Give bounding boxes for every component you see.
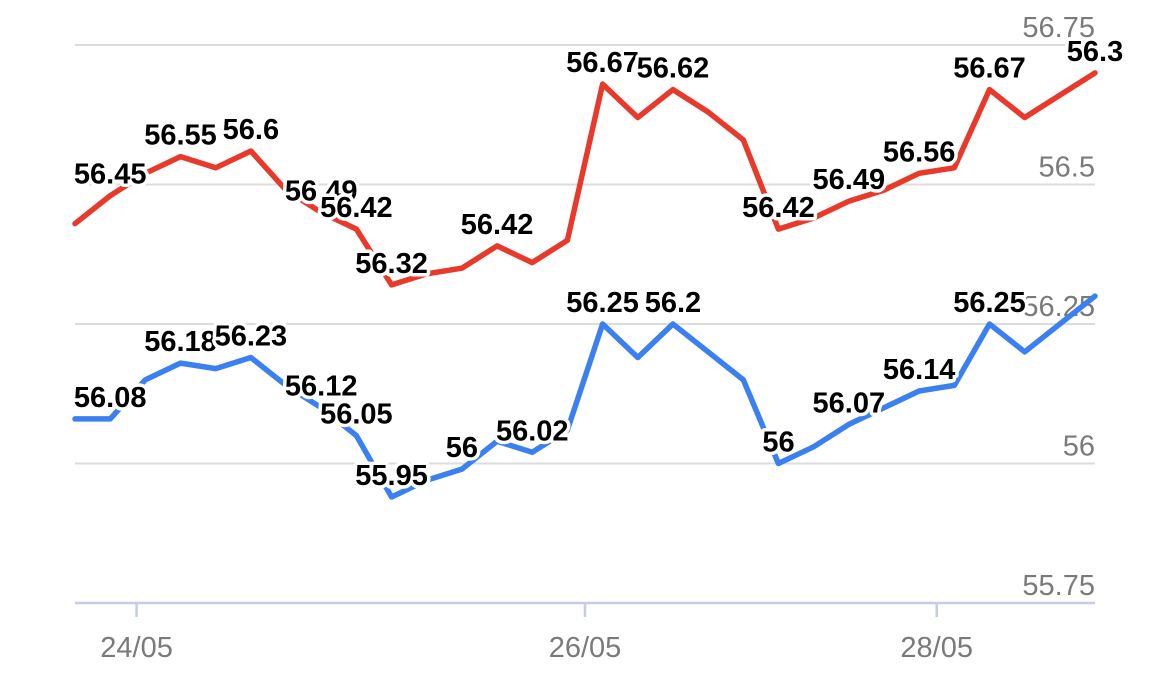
data-label: 56.14 — [883, 354, 956, 386]
y-tick-label: 56 — [1063, 431, 1095, 463]
data-label: 56.18 — [144, 326, 217, 358]
data-label: 56.49 — [813, 164, 886, 196]
data-label: 56.02 — [496, 415, 569, 447]
data-label: 56.45 — [74, 159, 147, 191]
data-label: 56.42 — [461, 209, 534, 241]
data-label: 56.23 — [215, 320, 288, 352]
data-label: 56.25 — [953, 287, 1026, 319]
data-label: 56.56 — [883, 136, 956, 168]
series-line-blue — [72, 293, 1098, 500]
data-label: 55.95 — [355, 460, 428, 492]
y-tick-label: 56.5 — [1039, 152, 1095, 184]
data-label: 56.32 — [355, 248, 428, 280]
data-label: 56.08 — [74, 382, 147, 414]
data-label: 56.55 — [144, 120, 217, 152]
data-label: 56.62 — [637, 53, 710, 85]
x-tick-label: 24/05 — [100, 632, 173, 664]
data-label: 56.2 — [645, 287, 701, 319]
data-label: 56.12 — [285, 371, 358, 403]
data-label: 56.42 — [742, 192, 815, 224]
y-tick-label: 55.75 — [1022, 570, 1095, 602]
data-label: 56.3 — [1067, 36, 1123, 68]
x-tick-label: 26/05 — [549, 632, 622, 664]
y-tick-label: 56.75 — [1022, 12, 1095, 44]
data-label: 56.07 — [813, 387, 886, 419]
data-label: 56.05 — [320, 399, 393, 431]
x-axis: 24/05 26/05 28/05 — [100, 603, 973, 664]
series-line-red — [72, 70, 1098, 288]
data-label: 56.49 — [285, 175, 358, 207]
data-label: 56.6 — [223, 114, 279, 146]
data-label: 56.42 — [320, 192, 393, 224]
series-lines — [72, 70, 1098, 500]
x-tick-label: 28/05 — [900, 632, 973, 664]
data-label: 56 — [762, 427, 794, 459]
data-label: 56 — [446, 432, 478, 464]
data-label: 56.67 — [566, 47, 639, 79]
data-label: 56.67 — [953, 53, 1026, 85]
data-label: 56.25 — [566, 287, 639, 319]
